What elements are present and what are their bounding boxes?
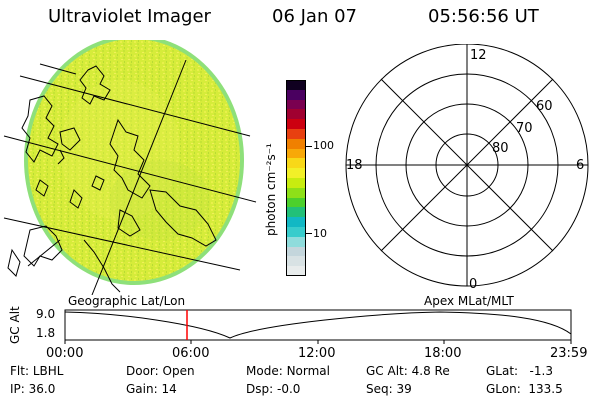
coastlines — [7, 65, 217, 293]
colorbar-segment — [286, 217, 306, 228]
lat-lon-grid — [3, 59, 257, 295]
colorbar-segment — [286, 246, 306, 257]
colorbar-segment — [286, 80, 306, 90]
status-glon: GLon: 133.5 — [486, 382, 563, 396]
colorbar-segment — [286, 197, 306, 208]
instrument-title: Ultraviolet Imager — [48, 6, 211, 27]
status-seq: Seq: 39 — [366, 382, 412, 396]
lat-label-80: 80 — [492, 141, 509, 156]
earth-disk-image — [3, 40, 257, 295]
colorbar-segment — [286, 129, 306, 139]
mlt-label-6: 6 — [576, 158, 584, 173]
colorbar-segment — [286, 138, 306, 149]
colorbar-segment — [286, 178, 306, 188]
status-mode-value: Normal — [286, 364, 330, 378]
colorbar-segment — [286, 148, 306, 159]
colorbar-segment — [286, 119, 306, 130]
status-dsp: Dsp: -0.0 — [246, 382, 301, 396]
colorbar-segment — [286, 99, 306, 110]
colorbar-segment — [286, 236, 306, 247]
timeline-y-tick-top: 9.0 — [36, 307, 56, 321]
status-dsp-value: -0.0 — [276, 382, 301, 396]
timeline-x-tick-1800: 18:00 — [424, 346, 462, 361]
lat-label-70: 70 — [516, 121, 533, 136]
status-gc-alt-value: 4.8 Re — [411, 364, 450, 378]
status-mode: Mode: Normal — [246, 364, 330, 378]
status-door-value: Open — [162, 364, 195, 378]
colorbar-segment — [286, 158, 306, 169]
mlt-label-0: 0 — [469, 277, 477, 292]
timeline-left-label: Geographic Lat/Lon — [68, 294, 186, 308]
colorbar-unit-label: photon cm⁻²s⁻¹ — [264, 143, 278, 236]
colorbar-segment — [286, 109, 306, 120]
status-flt-value: LBHL — [32, 364, 64, 378]
status-glat-value: -1.3 — [529, 364, 553, 378]
status-glat: GLat: -1.3 — [486, 364, 553, 378]
status-ip: IP: 36.0 — [10, 382, 56, 396]
timeline-y-axis-label: GC Alt — [8, 306, 22, 344]
status-gain: Gain: 14 — [126, 382, 177, 396]
timeline-right-label: Apex MLat/MLT — [424, 294, 514, 308]
timeline-x-tick-2359: 23:59 — [550, 346, 588, 361]
colorbar-segment — [286, 266, 306, 276]
polar-mlat-mlt-grid: 12 18 6 0 60 70 80 — [345, 44, 589, 292]
mlt-line-diag-b — [380, 78, 554, 252]
observation-time: 05:56:56 UT — [428, 6, 539, 27]
timeline-x-tick-0000: 00:00 — [46, 346, 84, 361]
observation-date: 06 Jan 07 — [272, 6, 357, 27]
colorbar-tick-label-100: 100 — [313, 139, 334, 152]
colorbar-tick-10 — [306, 233, 312, 234]
intensity-colorbar — [286, 80, 306, 276]
mlt-label-18: 18 — [346, 158, 363, 173]
colorbar-segment — [286, 256, 306, 267]
status-seq-value: 39 — [396, 382, 412, 396]
timeline-x-tick-1200: 12:00 — [298, 346, 336, 361]
colorbar-tick-100 — [306, 146, 312, 147]
colorbar-tick-label-10: 10 — [313, 227, 327, 240]
colorbar-frame — [286, 80, 306, 276]
status-door: Door: Open — [126, 364, 195, 378]
status-ip-value: 36.0 — [28, 382, 56, 396]
colorbar-segment — [286, 168, 306, 179]
timeline-y-tick-bottom: 1.8 — [36, 326, 56, 340]
colorbar-segment — [286, 227, 306, 237]
colorbar-segment — [286, 207, 306, 218]
lat-label-60: 60 — [536, 99, 553, 114]
status-gc-alt: GC Alt: 4.8 Re — [366, 364, 450, 378]
colorbar-segment — [286, 89, 306, 100]
orbit-altitude-timeline — [64, 309, 572, 344]
status-flt: Flt: LBHL — [10, 364, 64, 378]
timeline-x-tick-0600: 06:00 — [172, 346, 210, 361]
altitude-curve — [64, 311, 572, 339]
status-gain-value: 14 — [161, 382, 177, 396]
colorbar-segment — [286, 187, 306, 198]
mlt-label-12: 12 — [470, 48, 487, 63]
disk-emission — [28, 40, 240, 281]
status-glon-value: 133.5 — [528, 382, 563, 396]
